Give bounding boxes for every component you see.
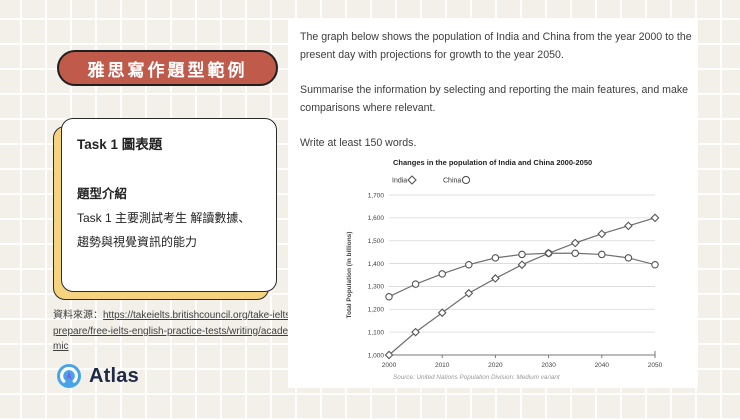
svg-text:1,600: 1,600: [368, 215, 385, 222]
svg-text:2000: 2000: [382, 362, 397, 369]
source-reference: 資料來源：https://takeielts.britishcouncil.or…: [53, 308, 295, 355]
page-title: 雅思寫作題型範例: [87, 60, 248, 80]
atlas-logo: Atlas: [56, 362, 139, 390]
svg-text:2020: 2020: [488, 362, 503, 369]
svg-text:1,700: 1,700: [368, 192, 385, 199]
logo-wordmark: Atlas: [89, 364, 139, 387]
svg-text:1,200: 1,200: [368, 307, 385, 314]
svg-text:China: China: [443, 178, 461, 185]
card-title: Task 1 圖表題: [77, 137, 163, 152]
svg-text:Source: United Nations Populat: Source: United Nations Population Divisi…: [393, 374, 560, 381]
svg-text:2010: 2010: [435, 362, 450, 369]
question-paragraph-2: Summarise the information by selecting a…: [300, 84, 689, 114]
source-link[interactable]: https://takeielts.britishcouncil.org/tak…: [53, 310, 294, 352]
card-body-text: Task 1 主要測試考生 解讀數據、趨勢與視覺資訊的能力: [77, 211, 251, 249]
svg-text:2040: 2040: [595, 362, 610, 369]
svg-text:India: India: [392, 178, 407, 185]
svg-text:1,100: 1,100: [368, 329, 385, 336]
task-info-card: Task 1 圖表題 題型介紹 Task 1 主要測試考生 解讀數據、趨勢與視覺…: [61, 118, 277, 292]
svg-text:Total Population (in billions): Total Population (in billions): [346, 232, 353, 319]
question-paragraph-1: The graph below shows the population of …: [300, 31, 692, 61]
population-chart: Changes in the population of India and C…: [346, 158, 663, 381]
svg-text:1,000: 1,000: [368, 352, 385, 359]
svg-text:1,400: 1,400: [368, 261, 385, 268]
svg-text:1,300: 1,300: [368, 284, 385, 291]
title-badge: 雅思寫作題型範例: [57, 50, 278, 86]
svg-text:1,500: 1,500: [368, 238, 385, 245]
svg-text:2050: 2050: [648, 362, 663, 369]
atlas-compass-icon: [57, 364, 81, 388]
card-section-heading: 題型介紹: [77, 187, 128, 201]
source-label: 資料來源：: [53, 310, 103, 321]
question-panel: The graph below shows the population of …: [288, 18, 698, 388]
question-paragraph-3: Write at least 150 words.: [300, 137, 417, 149]
svg-text:2030: 2030: [541, 362, 556, 369]
svg-text:Changes in the population of I: Changes in the population of India and C…: [393, 158, 592, 167]
